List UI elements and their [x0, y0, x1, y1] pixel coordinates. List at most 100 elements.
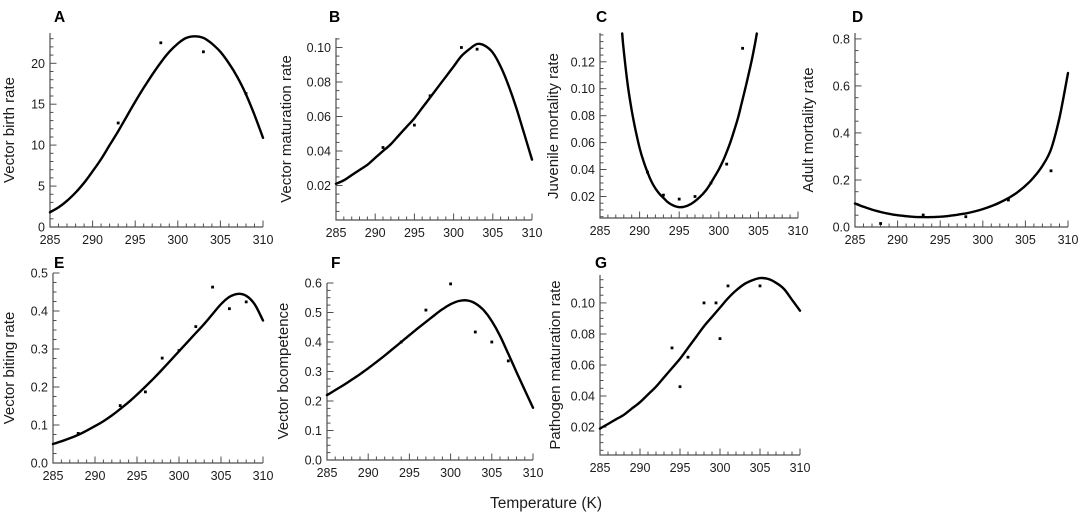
scatter-points [76, 285, 248, 435]
x-tick-label: 285 [326, 226, 347, 240]
data-point [244, 300, 248, 304]
data-point [714, 301, 718, 305]
x-tick-label: 310 [1058, 233, 1079, 247]
y-axis-label: Vector biting rate [1, 312, 18, 425]
x-tick-label: 300 [972, 233, 993, 247]
y-tick-label: 0 [38, 221, 45, 235]
y-tick-label: 0.02 [571, 421, 595, 435]
y-tick-label: 0.2 [833, 174, 850, 188]
y-tick-label: 0.04 [307, 145, 331, 159]
axis-frame [326, 283, 533, 461]
panel-label: A [54, 9, 65, 26]
fit-curve [621, 32, 758, 209]
y-tick-label: 5 [38, 180, 45, 194]
axis-ticks: 285 290 295 300 305 310 0.0 0.1 0.2 0.3 0.4 0.5 0.6 [305, 277, 544, 481]
data-point [424, 308, 428, 312]
y-axis-label: Vector birth rate [1, 77, 18, 183]
axis-frame [49, 33, 263, 228]
y-tick-label: 0.3 [31, 343, 48, 357]
axis-ticks: 285 290 295 300 305 310 0.0 0.2 0.4 0.6 0.8 [833, 32, 1079, 247]
y-tick-label: 0.1 [31, 419, 48, 433]
panel-label: E [54, 255, 64, 272]
x-tick-label: 310 [253, 469, 274, 483]
y-tick-label: 0.04 [571, 390, 595, 404]
y-tick-label: 0.5 [305, 306, 322, 320]
data-point [428, 94, 432, 98]
scatter-points [116, 41, 248, 125]
y-tick-label: 0.2 [31, 381, 48, 395]
panel-C: 285 290 295 300 305 310 0.02 0.04 0.06 0.08 0.10 0.… [545, 9, 808, 238]
y-tick-label: 0.5 [31, 267, 48, 281]
x-tick-label: 300 [708, 224, 729, 238]
y-tick-label: 0.6 [833, 79, 850, 93]
x-tick-label: 290 [82, 233, 103, 247]
axis-frame [599, 33, 798, 219]
y-tick-label: 0.6 [305, 277, 322, 291]
x-tick-label: 305 [750, 461, 771, 475]
data-point [879, 222, 882, 225]
y-tick-label: 0.12 [571, 55, 595, 69]
y-tick-label: 0.02 [571, 190, 595, 204]
axis-frame [335, 38, 532, 221]
scatter-points [646, 46, 744, 201]
y-tick-label: 0.8 [833, 32, 850, 46]
data-point [964, 215, 968, 219]
panel-E: 285 290 295 300 305 310 0.0 0.1 0.2 0.3 0.4 0.5 E Vec… [1, 255, 273, 483]
panel-label: F [331, 255, 340, 272]
y-tick-label: 0.4 [305, 336, 322, 350]
panel-A: 285 290 295 300 305 310 0 5 10 15 20 A Vector birth … [1, 9, 273, 247]
x-tick-label: 300 [440, 466, 461, 480]
y-tick-label: 0.2 [305, 395, 322, 409]
x-tick-label: 295 [670, 461, 691, 475]
data-point [741, 46, 744, 50]
y-axis-label: Adult mortality rate [800, 67, 817, 192]
x-tick-label: 310 [523, 466, 544, 480]
data-point [490, 340, 494, 344]
axis-ticks: 285 290 295 300 305 310 0 5 10 15 20 [31, 38, 273, 247]
data-point [116, 121, 120, 125]
y-tick-label: 0.08 [571, 109, 595, 123]
y-tick-label: 10 [31, 139, 45, 153]
panels-group: 285 290 295 300 305 310 0 5 10 15 20 A Vector birth … [1, 9, 1078, 483]
x-tick-label: 310 [788, 224, 809, 238]
axis-ticks: 285 290 295 300 305 310 0.02 0.04 0.06 0.08 0.10 [571, 279, 811, 475]
x-tick-label: 290 [365, 226, 386, 240]
data-point [160, 356, 164, 360]
y-tick-label: 0.08 [307, 76, 331, 90]
y-tick-label: 20 [31, 57, 45, 71]
data-point [202, 50, 205, 54]
data-point [693, 195, 697, 198]
x-tick-label: 310 [790, 461, 811, 475]
fit-curve [334, 42, 534, 185]
data-point [399, 340, 403, 344]
x-tick-label: 295 [669, 224, 690, 238]
data-point [177, 349, 181, 352]
data-point [726, 284, 730, 288]
axis-frame [599, 275, 800, 456]
x-tick-label: 290 [629, 224, 650, 238]
x-tick-label: 305 [211, 469, 232, 483]
data-point [76, 432, 80, 435]
y-tick-label: 0.3 [305, 365, 322, 379]
x-tick-label: 285 [40, 233, 61, 247]
x-tick-label: 290 [358, 466, 379, 480]
axis-frame [52, 273, 263, 464]
fit-curve [48, 35, 265, 214]
scatter-points [670, 284, 762, 389]
y-tick-label: 15 [31, 98, 45, 112]
y-axis-label: Vector maturation rate [278, 55, 295, 203]
fit-curve [598, 276, 802, 430]
data-point [725, 162, 729, 166]
axis-ticks: 285 290 295 300 305 310 0.02 0.04 0.06 0.08 0.10 0.… [571, 34, 809, 238]
x-tick-label: 305 [748, 224, 769, 238]
x-tick-label: 305 [481, 466, 502, 480]
data-point [144, 390, 147, 394]
x-tick-label: 295 [125, 233, 146, 247]
fit-curve [51, 292, 265, 446]
y-tick-label: 0.0 [833, 221, 850, 235]
data-point [709, 181, 713, 185]
data-point [921, 213, 925, 217]
x-axis-title: Temperature (K) [490, 495, 602, 512]
y-tick-label: 0.10 [571, 296, 595, 310]
